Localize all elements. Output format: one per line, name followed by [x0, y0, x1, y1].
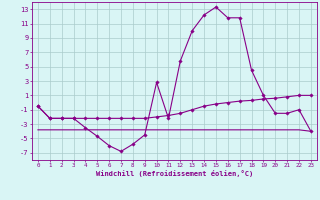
- X-axis label: Windchill (Refroidissement éolien,°C): Windchill (Refroidissement éolien,°C): [96, 170, 253, 177]
